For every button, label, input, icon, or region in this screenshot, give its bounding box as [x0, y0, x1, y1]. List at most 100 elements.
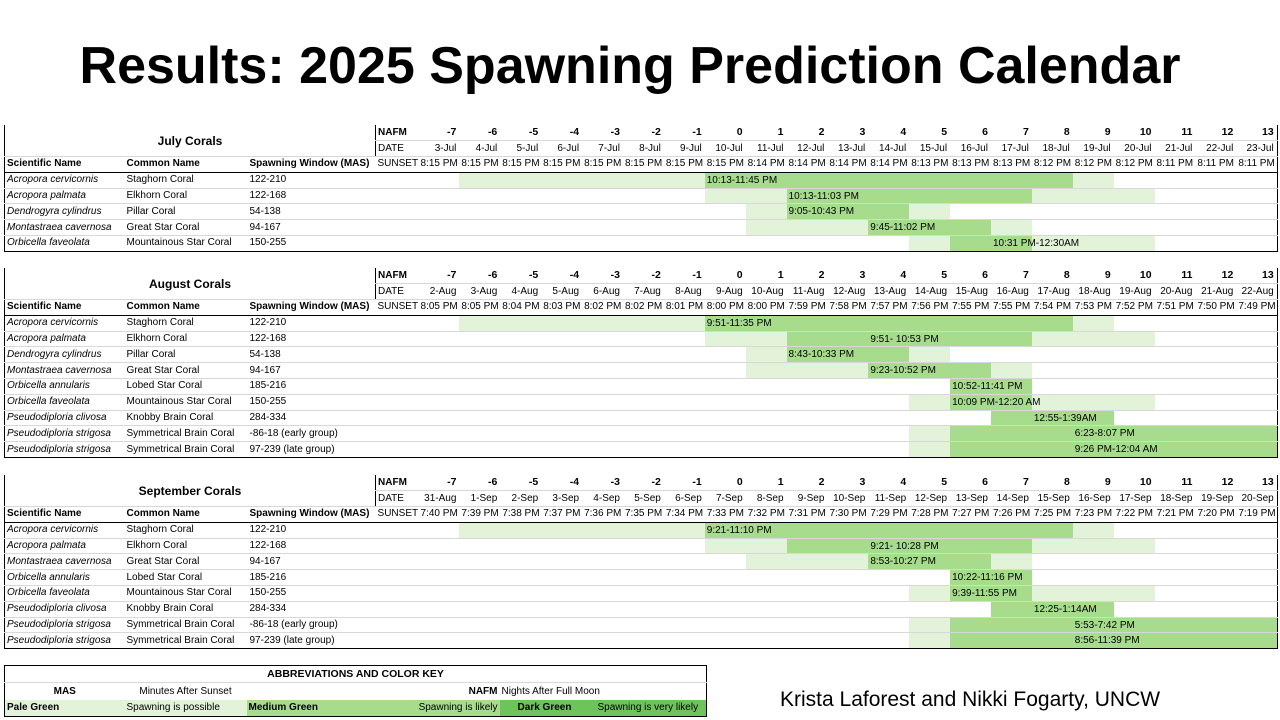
- spawning-window: -86-18 (early group): [247, 425, 376, 443]
- spawning-likelihood-cell: [418, 235, 460, 252]
- spawning-likelihood-cell: [582, 553, 623, 571]
- spawning-likelihood-cell: [1072, 553, 1114, 571]
- spawning-likelihood-cell: [541, 425, 583, 443]
- spawning-likelihood-cell: [950, 410, 991, 427]
- spawning-likelihood-cell: [582, 219, 623, 237]
- nafm-value: 4: [868, 475, 910, 492]
- spawning-likelihood-cell: [1031, 617, 1073, 634]
- key-dark-label: Dark Green: [499, 699, 590, 717]
- species-row: Acropora palmata Elkhorn Coral 122-168 9:51…: [4, 331, 1278, 348]
- spawning-likelihood-cell: [1072, 346, 1114, 364]
- key-title: ABBREVIATIONS AND COLOR KEY: [4, 665, 707, 683]
- common-name: Symmetrical Brain Coral: [124, 632, 248, 650]
- spawning-likelihood-cell: [1031, 219, 1073, 237]
- spawning-likelihood-cell: [1236, 172, 1278, 189]
- spawning-likelihood-cell: [541, 441, 583, 459]
- spawning-likelihood-cell: [950, 203, 991, 221]
- spawning-time-window: 9:05-10:43 PM: [788, 206, 855, 218]
- spawning-likelihood-cell: [1236, 569, 1278, 587]
- date-cell: 10-Jul: [704, 140, 746, 158]
- spawning-likelihood-cell: [950, 331, 991, 348]
- spawning-likelihood-cell: [622, 538, 664, 555]
- spawning-likelihood-cell: [1113, 188, 1155, 205]
- spawning-likelihood-cell: [745, 538, 787, 555]
- spawning-likelihood-cell: [868, 315, 910, 332]
- spawning-likelihood-cell: [1072, 362, 1114, 380]
- spawning-likelihood-cell: [582, 538, 623, 555]
- spawning-likelihood-cell: [745, 235, 787, 252]
- common-name-header: Common Name: [124, 299, 248, 316]
- spawning-likelihood-cell: [459, 172, 501, 189]
- date-cell: 12-Aug: [827, 283, 869, 301]
- scientific-name: Acropora palmata: [4, 538, 125, 555]
- spawning-likelihood-cell: [909, 538, 951, 555]
- spawning-likelihood-cell: [704, 235, 746, 252]
- spawning-likelihood-cell: [541, 362, 583, 380]
- spawning-likelihood-cell: [1154, 394, 1196, 411]
- spawning-likelihood-cell: [541, 569, 583, 587]
- common-name-header: Common Name: [124, 506, 248, 523]
- spawning-time-window: 10:13-11:45 PM: [706, 174, 778, 186]
- sunset-time: 7:54 PM: [1031, 299, 1073, 316]
- spawning-likelihood-cell: [418, 632, 460, 650]
- date-cell: 20-Jul: [1113, 140, 1155, 158]
- spawning-likelihood-cell: [950, 188, 991, 205]
- spawning-likelihood-cell: [745, 362, 787, 380]
- spawning-likelihood-cell: [950, 632, 991, 650]
- spawning-likelihood-cell: [622, 585, 664, 602]
- sunset-time: 8:15 PM: [500, 156, 542, 173]
- spawning-window-header: Spawning Window (MAS): [247, 299, 376, 316]
- spawning-likelihood-cell: [582, 203, 623, 221]
- spawning-likelihood-cell: [418, 522, 460, 539]
- calendar-title: July Corals: [4, 125, 376, 158]
- sunset-time: 7:20 PM: [1195, 506, 1237, 523]
- common-name: Symmetrical Brain Coral: [124, 425, 248, 443]
- sunset-time: 8:02 PM: [582, 299, 623, 316]
- spawning-likelihood-cell: [950, 425, 991, 443]
- scientific-name: Orbicella faveolata: [4, 235, 125, 252]
- spawning-window: 122-210: [247, 315, 376, 332]
- sunset-time: 7:25 PM: [1031, 506, 1073, 523]
- spawning-likelihood-cell: [582, 315, 623, 332]
- nafm-value: -3: [582, 125, 623, 142]
- common-name: Knobby Brain Coral: [124, 601, 248, 618]
- spawning-likelihood-cell: [1236, 410, 1278, 427]
- spawning-likelihood-cell: [909, 378, 951, 395]
- sunset-column-cell: [375, 203, 419, 221]
- spawning-likelihood-cell: [541, 585, 583, 602]
- common-name: Mountainous Star Coral: [124, 394, 248, 411]
- sunset-label: SUNSET: [375, 506, 419, 523]
- spawning-likelihood-cell: [500, 522, 542, 539]
- spawning-likelihood-cell: [1154, 538, 1196, 555]
- common-name: Staghorn Coral: [124, 522, 248, 539]
- spawning-likelihood-cell: [745, 425, 787, 443]
- spawning-likelihood-cell: [500, 331, 542, 348]
- spawning-likelihood-cell: [868, 410, 910, 427]
- date-cell: 2-Sep: [500, 490, 542, 508]
- spawning-likelihood-cell: [1195, 538, 1237, 555]
- species-row: Acropora cervicornis Staghorn Coral 122-21…: [4, 172, 1278, 189]
- spawning-likelihood-cell: [582, 394, 623, 411]
- sunset-time: 8:12 PM: [1031, 156, 1073, 173]
- nafm-value: -2: [622, 125, 664, 142]
- spawning-likelihood-cell: [622, 569, 664, 587]
- spawning-likelihood-cell: [1113, 172, 1155, 189]
- nafm-value: 13: [1236, 268, 1278, 285]
- nafm-value: -4: [541, 268, 583, 285]
- spawning-likelihood-cell: [950, 538, 991, 555]
- species-row: Pseudodiploria strigosa Symmetrical Brain…: [4, 617, 1278, 634]
- sunset-time: 7:31 PM: [786, 506, 828, 523]
- nafm-value: 1: [745, 475, 787, 492]
- spawning-likelihood-cell: [909, 601, 951, 618]
- spawning-likelihood-cell: [704, 203, 746, 221]
- spawning-likelihood-cell: [1236, 553, 1278, 571]
- spawning-likelihood-cell: [1195, 394, 1237, 411]
- spawning-likelihood-cell: [868, 188, 910, 205]
- scientific-name: Acropora cervicornis: [4, 522, 125, 539]
- spawning-window: 97-239 (late group): [247, 632, 376, 650]
- key-pale-label: Pale Green: [4, 699, 125, 717]
- date-cell: 4-Aug: [500, 283, 542, 301]
- spawning-likelihood-cell: [1154, 331, 1196, 348]
- spawning-likelihood-cell: [622, 553, 664, 571]
- sunset-column-cell: [375, 569, 419, 587]
